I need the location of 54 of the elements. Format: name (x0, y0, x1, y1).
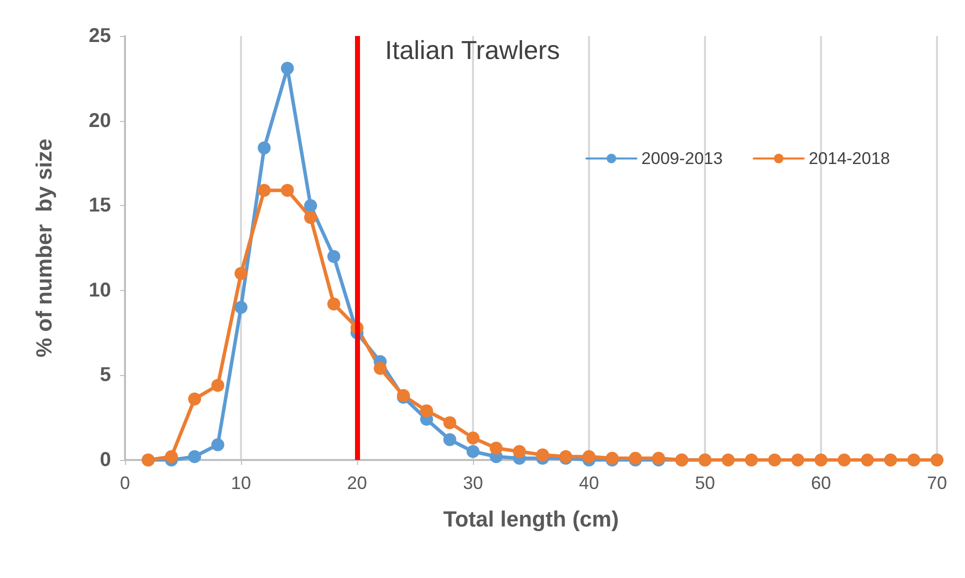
point (466, 431, 480, 444)
x-tick-label: 60 (810, 473, 832, 493)
y-tick-label: 25 (88, 25, 111, 47)
point (768, 454, 782, 466)
point (258, 184, 271, 197)
point (234, 300, 248, 314)
point (490, 442, 503, 455)
point (860, 454, 874, 466)
y-tick-label: 10 (88, 279, 111, 302)
point (258, 141, 271, 154)
x-tick-label: 50 (694, 473, 716, 493)
legend-label: 2009-2013 (641, 149, 723, 168)
point (884, 454, 898, 466)
point (443, 433, 456, 446)
point (536, 448, 550, 462)
chart-title: Italian Trawlers (385, 35, 560, 65)
x-tick-label: 0 (120, 473, 130, 493)
point (280, 184, 294, 197)
legend-label: 2014-2018 (808, 149, 890, 168)
point (164, 450, 178, 464)
x-tick-label: 10 (230, 473, 252, 493)
x-axis-title: Total length (cm) (443, 506, 619, 532)
y-tick-label: 20 (88, 110, 111, 132)
x-tick-label: 30 (462, 473, 484, 493)
point (791, 454, 804, 466)
x-tick-label: 70 (926, 473, 948, 493)
point (420, 404, 434, 418)
point (722, 454, 735, 466)
point (512, 445, 526, 458)
x-tick-label: 40 (578, 473, 600, 493)
point (327, 297, 340, 310)
point (907, 454, 920, 466)
y-axis-title: % of number by size (32, 138, 56, 358)
point (374, 362, 387, 375)
point (304, 199, 318, 212)
point (582, 450, 596, 464)
point (466, 445, 480, 458)
point (211, 378, 224, 392)
point (744, 454, 758, 466)
point (327, 250, 340, 263)
point (188, 392, 202, 406)
point (188, 450, 202, 464)
y-tick-label: 5 (100, 364, 111, 386)
y-tick-label: 0 (100, 449, 111, 471)
point (234, 266, 248, 280)
x-tick-label: 20 (346, 473, 368, 493)
point (838, 454, 851, 466)
point (211, 438, 224, 452)
point (304, 210, 318, 224)
point (443, 416, 456, 430)
point (930, 454, 944, 466)
point (280, 62, 294, 75)
y-tick-label: 15 (88, 194, 111, 217)
point (814, 454, 828, 466)
